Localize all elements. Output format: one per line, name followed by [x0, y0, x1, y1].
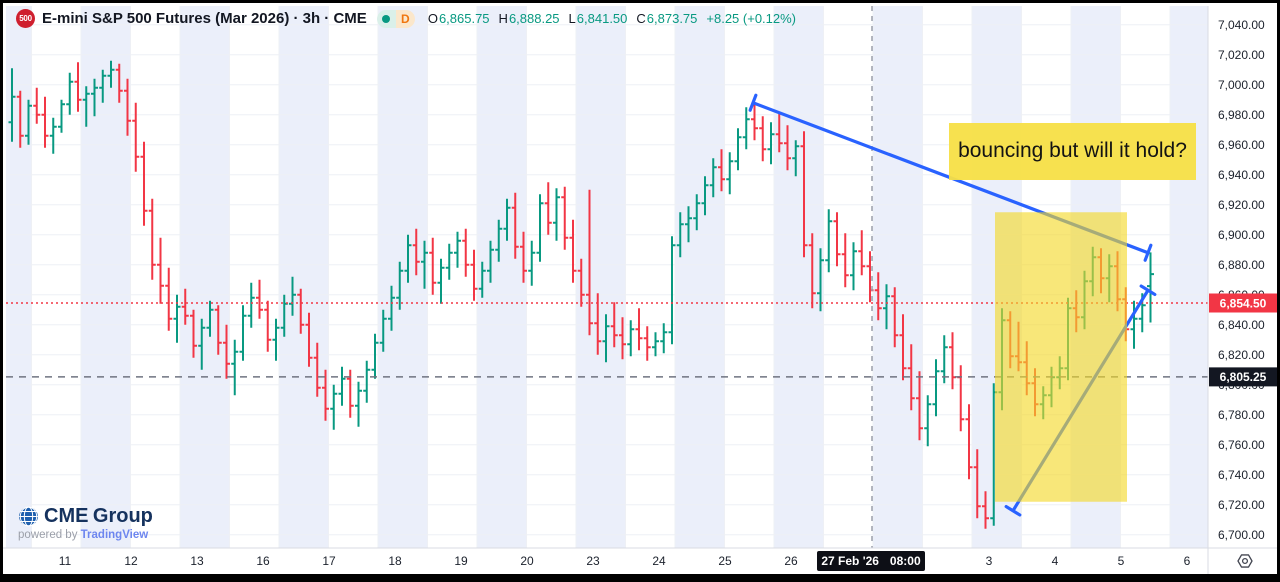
- market-status-pill[interactable]: D: [376, 9, 415, 28]
- time-marker-time: 08:00: [889, 554, 921, 568]
- price-badge: [1209, 293, 1277, 313]
- time-axis-label: 25: [718, 554, 732, 568]
- symbol-header: 500 E-mini S&P 500 Futures (Mar 2026) · …: [16, 9, 796, 28]
- price-badge-label: 6,805.25: [1220, 370, 1267, 384]
- cme-logo-text[interactable]: CME: [44, 505, 89, 527]
- ohlc-readout: O6,865.75 H6,888.25 L6,841.50 C6,873.75 …: [428, 11, 796, 26]
- time-axis-label: 20: [520, 554, 534, 568]
- ohlc-high: H6,888.25: [498, 11, 560, 26]
- time-marker-badge: 27 Feb '26 08:00: [817, 551, 925, 571]
- price-axis-label: 6,880.00: [1218, 258, 1265, 272]
- price-axis-label: 6,840.00: [1218, 318, 1265, 332]
- price-axis-label: 6,920.00: [1218, 198, 1265, 212]
- price-axis-label: 6,960.00: [1218, 138, 1265, 152]
- time-axis-label: 3: [986, 554, 993, 568]
- price-axis-label: 7,020.00: [1218, 48, 1265, 62]
- tradingview-link[interactable]: TradingView: [80, 529, 149, 541]
- price-axis[interactable]: 7,040.00 7,020.00 7,000.00 6,980.00 6,960.00…: [1209, 18, 1277, 542]
- price-axis-label: 6,980.00: [1218, 108, 1265, 122]
- price-axis-label: 6,820.00: [1218, 348, 1265, 362]
- highlight-rectangle[interactable]: [995, 212, 1127, 502]
- ohlc-open: O6,865.75: [427, 11, 490, 26]
- time-marker-date: 27 Feb '26: [821, 554, 879, 568]
- callout-note[interactable]: bouncing but will it hold?: [949, 123, 1196, 180]
- cme-group-text[interactable]: Group: [92, 505, 153, 527]
- ohlc-low: L6,841.50: [568, 11, 628, 26]
- market-open-status[interactable]: [376, 9, 396, 28]
- time-axis-label: 26: [784, 554, 798, 568]
- price-axis-label: 6,780.00: [1218, 408, 1265, 422]
- price-axis-label: 6,900.00: [1218, 228, 1265, 242]
- price-axis-label: 6,760.00: [1218, 438, 1265, 452]
- time-axis-label: 4: [1052, 554, 1059, 568]
- time-axis-label: 6: [1184, 554, 1191, 568]
- time-axis-label: 12: [124, 554, 138, 568]
- time-axis-label: 17: [322, 554, 336, 568]
- symbol-title[interactable]: E-mini S&P 500 Futures (Mar 2026) · 3h ·…: [42, 10, 367, 27]
- price-axis-label: 6,940.00: [1218, 168, 1265, 182]
- price-axis-label: 6,720.00: [1218, 498, 1265, 512]
- price-axis-label: 6,740.00: [1218, 468, 1265, 482]
- ohlc-close: C6,873.75: [636, 11, 698, 26]
- powered-by-attribution: powered by TradingView: [18, 529, 149, 541]
- axes: [3, 6, 1277, 574]
- price-badge: [1209, 367, 1277, 387]
- cme-globe-icon: [19, 506, 38, 527]
- time-axis[interactable]: 11 12 13 16 17 18 19 20 23 24 25 26 3 4 5 6: [59, 554, 1191, 568]
- market-open-dot-icon: [382, 14, 391, 23]
- price-axis-label: 7,000.00: [1218, 78, 1265, 92]
- price-badge-label: 6,854.50: [1220, 296, 1267, 310]
- time-axis-label: 13: [190, 554, 204, 568]
- ohlc-change: +8.25 (+0.12%): [706, 11, 797, 26]
- delayed-data-badge[interactable]: D: [395, 9, 415, 28]
- price-axis-label: 7,040.00: [1218, 18, 1265, 32]
- exchange-branding: CME Group powered by TradingView: [18, 505, 153, 542]
- time-axis-label: 5: [1118, 554, 1125, 568]
- plot-area[interactable]: [0, 6, 1220, 548]
- time-axis-label: 16: [256, 554, 270, 568]
- scale-settings-gear-icon[interactable]: [1237, 554, 1253, 568]
- time-axis-label: 19: [454, 554, 468, 568]
- time-axis-label: 23: [586, 554, 600, 568]
- time-axis-label: 18: [388, 554, 402, 568]
- time-axis-label: 11: [59, 554, 72, 568]
- sp500-logo-icon: 500: [16, 9, 35, 28]
- price-axis-label: 6,700.00: [1218, 528, 1265, 542]
- time-axis-label: 24: [652, 554, 666, 568]
